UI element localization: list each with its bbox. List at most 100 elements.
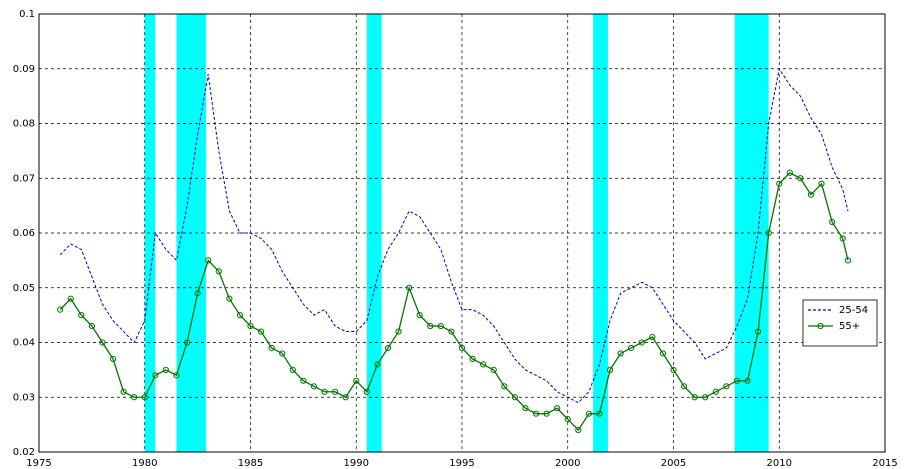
data-point bbox=[416, 312, 423, 319]
data-point bbox=[469, 355, 476, 363]
legend: 25-54 55+ bbox=[802, 299, 878, 347]
y-tick-label: 0.06 bbox=[13, 228, 35, 239]
legend-label: 25-54 bbox=[839, 305, 868, 316]
data-point bbox=[183, 339, 191, 346]
data-point bbox=[78, 312, 85, 319]
data-point bbox=[173, 372, 180, 379]
x-tick-label: 1985 bbox=[238, 458, 263, 469]
data-point bbox=[141, 394, 148, 401]
data-point bbox=[829, 218, 836, 226]
data-point bbox=[807, 191, 815, 198]
data-point bbox=[638, 339, 645, 346]
y-tick-label: 0.08 bbox=[13, 119, 35, 130]
y-tick-label: 0.03 bbox=[13, 392, 35, 403]
x-tick-label: 1980 bbox=[132, 458, 157, 469]
y-tick-label: 0.04 bbox=[13, 338, 35, 349]
data-point bbox=[109, 355, 117, 363]
data-point bbox=[152, 372, 159, 379]
data-point bbox=[279, 350, 286, 357]
y-tick-label: 0.02 bbox=[13, 447, 35, 458]
data-point bbox=[67, 295, 74, 302]
data-point bbox=[99, 339, 106, 346]
data-point bbox=[702, 394, 709, 401]
y-tick-label: 0.1 bbox=[19, 9, 35, 20]
data-point bbox=[786, 169, 793, 176]
data-point bbox=[458, 344, 466, 352]
x-tick-label: 2015 bbox=[872, 458, 897, 469]
data-point bbox=[480, 361, 487, 368]
data-point bbox=[427, 322, 434, 330]
data-point bbox=[321, 388, 328, 395]
data-point bbox=[744, 377, 751, 384]
data-point bbox=[363, 388, 370, 395]
data-point bbox=[226, 295, 233, 302]
data-point bbox=[57, 306, 64, 313]
data-point bbox=[617, 350, 624, 357]
y-tick-label: 0.05 bbox=[13, 283, 35, 294]
data-point bbox=[564, 416, 571, 423]
data-point bbox=[733, 377, 741, 384]
data-point bbox=[649, 333, 656, 341]
data-point bbox=[670, 366, 677, 373]
data-point bbox=[755, 328, 762, 335]
data-point bbox=[628, 344, 635, 352]
data-point bbox=[406, 284, 413, 291]
x-tick-label: 1990 bbox=[344, 458, 369, 469]
data-point bbox=[723, 383, 730, 390]
y-tick-label: 0.07 bbox=[13, 173, 35, 184]
data-point bbox=[844, 257, 852, 264]
data-point bbox=[818, 180, 825, 187]
x-tick-label: 2010 bbox=[767, 458, 792, 469]
data-point bbox=[691, 394, 698, 401]
data-point bbox=[88, 322, 95, 330]
x-tick-label: 1995 bbox=[449, 458, 474, 469]
recession-band bbox=[734, 14, 769, 452]
data-point bbox=[490, 366, 497, 373]
data-point bbox=[384, 344, 392, 352]
x-tick-label: 2000 bbox=[555, 458, 580, 469]
data-point bbox=[194, 290, 201, 297]
recession-band bbox=[144, 14, 156, 452]
data-point bbox=[268, 344, 275, 352]
data-point bbox=[289, 366, 296, 373]
x-tick-label: 1975 bbox=[26, 458, 51, 469]
plot-frame bbox=[38, 13, 886, 453]
data-point bbox=[236, 312, 244, 319]
data-point bbox=[712, 388, 719, 395]
data-point bbox=[776, 180, 783, 187]
data-point bbox=[215, 268, 222, 275]
data-point bbox=[596, 410, 603, 417]
data-point bbox=[257, 328, 265, 335]
data-point bbox=[797, 175, 804, 182]
data-point bbox=[353, 377, 360, 384]
data-point bbox=[501, 383, 508, 390]
data-point bbox=[532, 410, 540, 417]
data-point bbox=[522, 405, 529, 412]
data-point bbox=[554, 405, 561, 412]
data-point bbox=[332, 388, 339, 395]
data-point bbox=[585, 410, 593, 417]
data-point bbox=[575, 427, 582, 434]
legend-box bbox=[802, 299, 878, 347]
data-point bbox=[511, 394, 518, 401]
data-point bbox=[765, 229, 772, 237]
data-point bbox=[448, 328, 455, 335]
data-point bbox=[131, 394, 138, 401]
data-point bbox=[300, 377, 307, 384]
data-point bbox=[120, 388, 127, 395]
data-point bbox=[543, 410, 550, 417]
series-line bbox=[59, 171, 849, 432]
legend-label: 55+ bbox=[839, 321, 860, 332]
legend-marker bbox=[817, 322, 824, 330]
data-point bbox=[374, 361, 381, 368]
data-point bbox=[437, 322, 444, 330]
x-tick-label: 2005 bbox=[661, 458, 686, 469]
data-point bbox=[205, 257, 212, 264]
data-point bbox=[606, 366, 614, 373]
data-point bbox=[839, 235, 846, 242]
data-point bbox=[659, 350, 667, 357]
data-point bbox=[310, 383, 318, 390]
data-point bbox=[247, 322, 254, 330]
data-point bbox=[342, 394, 349, 401]
